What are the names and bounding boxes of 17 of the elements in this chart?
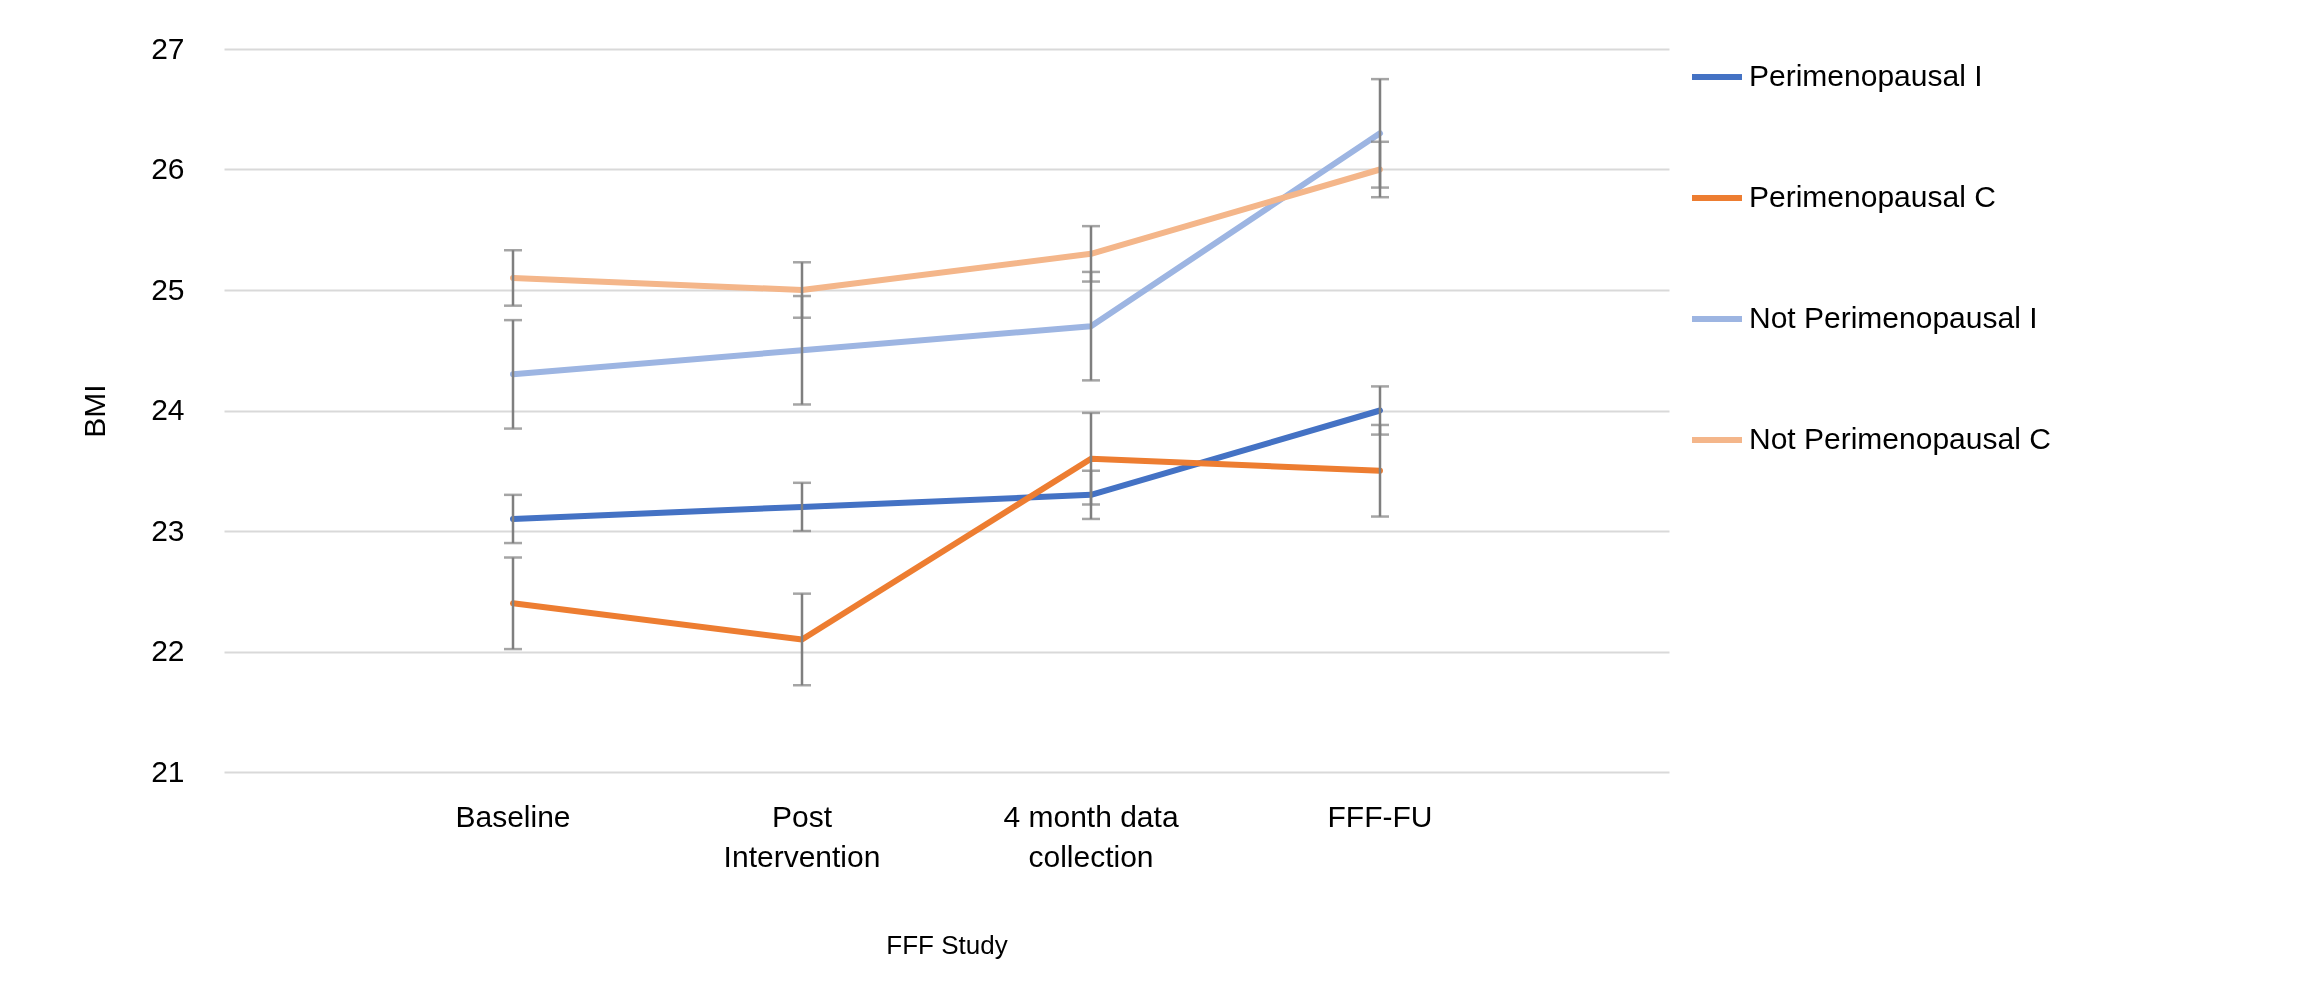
x-tick-label: Baseline <box>455 799 571 833</box>
y-tick-label: 26 <box>151 152 185 185</box>
x-axis-title: FFF Study <box>886 929 1008 960</box>
y-tick-label: 21 <box>151 754 185 788</box>
x-tick-label: 4 month data collection <box>1003 799 1179 873</box>
legend-label: Not Perimenopausal I <box>1749 301 2038 334</box>
x-tick-label: FFF-FU <box>1327 799 1433 833</box>
legend-label: Perimenopausal C <box>1749 180 1996 213</box>
y-tick-label: 23 <box>151 513 185 547</box>
y-tick-label: 25 <box>151 272 185 306</box>
y-tick-label: 24 <box>151 393 185 426</box>
y-axis-title: BMI <box>78 384 112 438</box>
legend-label: Perimenopausal I <box>1749 59 1983 92</box>
x-tick-label: Post Intervention <box>723 799 881 873</box>
y-tick-label: 27 <box>151 31 185 65</box>
legend-label: Not Perimenopausal C <box>1749 422 2051 455</box>
y-tick-label: 22 <box>151 634 185 667</box>
